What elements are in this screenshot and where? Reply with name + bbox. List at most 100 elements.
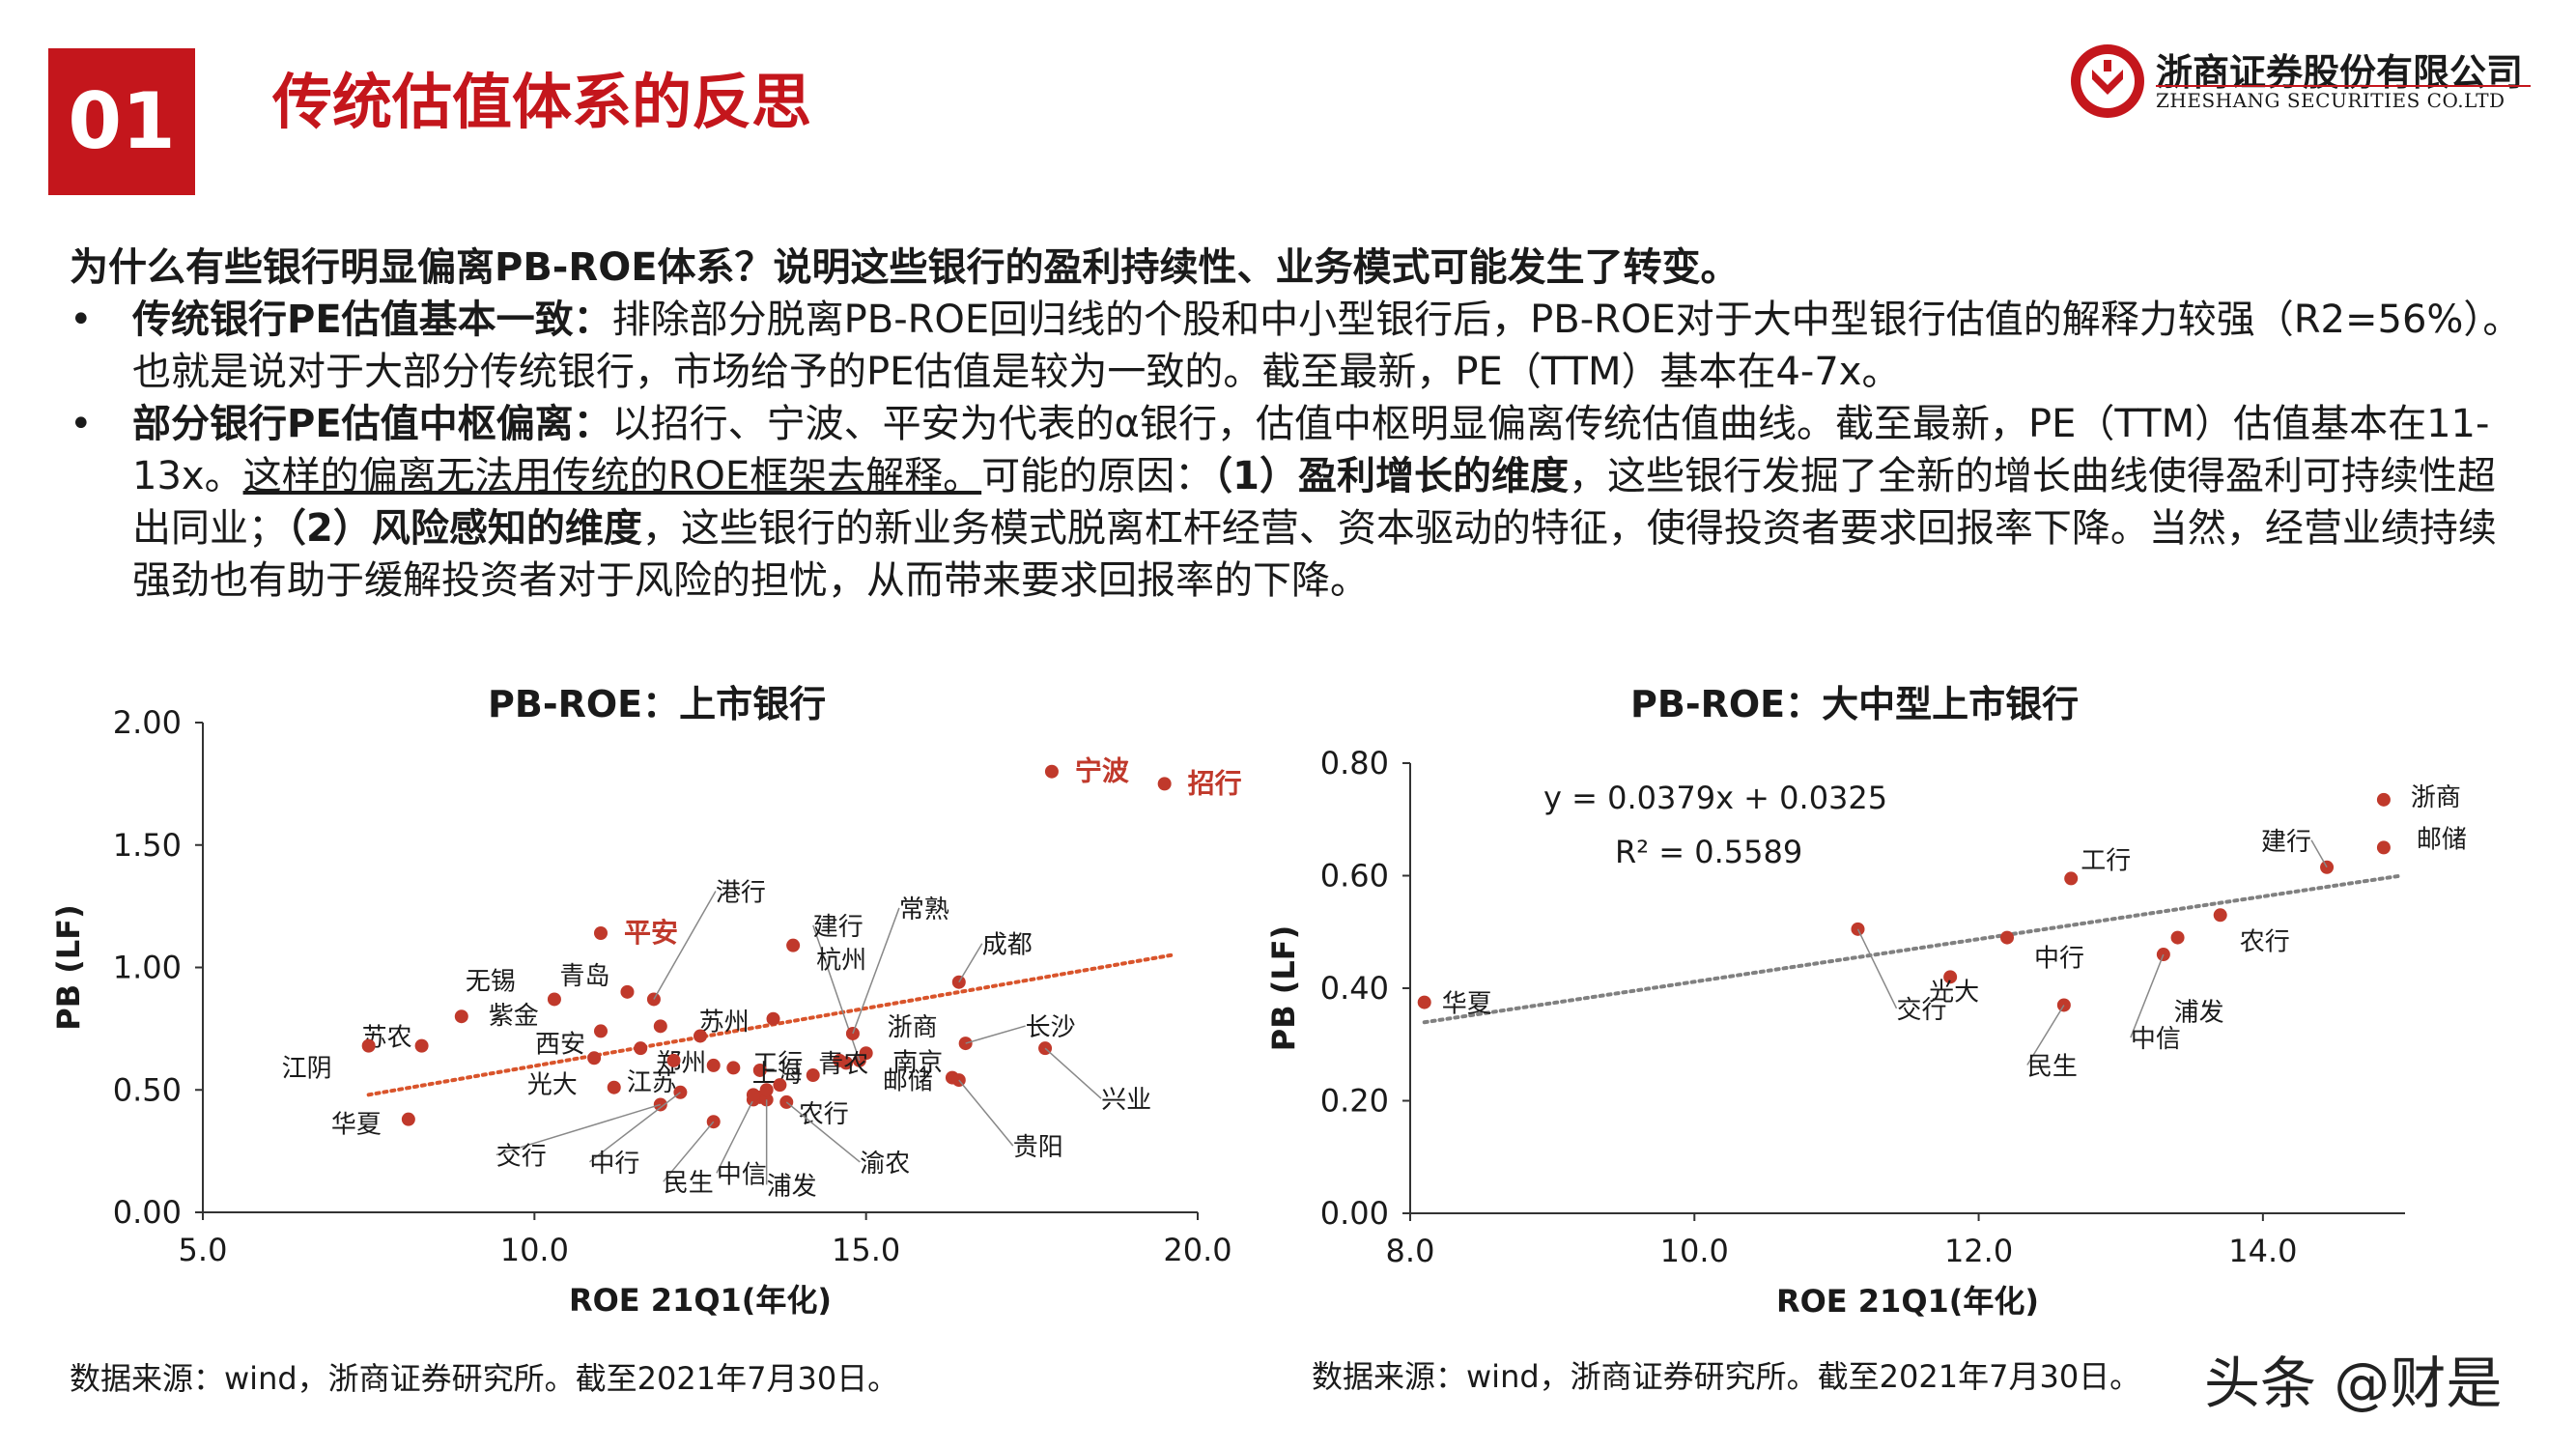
y-axis-label: PB (LF) bbox=[50, 904, 87, 1030]
data-point bbox=[454, 1009, 468, 1024]
company-name-en: ZHESHANG SECURITIES CO.LTD bbox=[2156, 89, 2505, 112]
watermark-text: 头条 @财是 bbox=[2204, 1350, 2503, 1416]
point-label: 苏州 bbox=[699, 1008, 750, 1037]
data-point bbox=[766, 1011, 780, 1026]
point-label: 建行 bbox=[813, 913, 863, 942]
leader-line bbox=[1856, 928, 1898, 1009]
point-label: 西安 bbox=[535, 1030, 585, 1059]
point-label: 工行 bbox=[2081, 846, 2131, 875]
data-point bbox=[361, 1038, 376, 1053]
bullet-1-heading: 传统银行PE估值基本一致： bbox=[132, 298, 612, 342]
leader-line bbox=[2130, 953, 2165, 1038]
leader-line bbox=[965, 1025, 1026, 1044]
data-point bbox=[1943, 970, 1958, 984]
bullet-2-bold-2: （1）盈利增长的维度 bbox=[1213, 454, 1569, 498]
data-point bbox=[1157, 777, 1172, 791]
bullet-2-text-2: 可能的原因： bbox=[981, 454, 1214, 498]
data-point bbox=[401, 1112, 415, 1126]
x-axis-label: ROE 21Q1(年化) bbox=[1776, 1283, 2039, 1320]
leader-line bbox=[653, 891, 717, 1000]
left-chart-source: 数据来源：wind，浙商证券研究所。截至2021年7月30日。 bbox=[70, 1360, 899, 1397]
body-text: 为什么有些银行明显偏离PB-ROE体系？说明这些银行的盈利持续性、业务模式可能发… bbox=[70, 242, 2523, 607]
data-point bbox=[2213, 908, 2227, 923]
right-scatter-chart: 8.0 10.0 12.0 14.0 0.00 0.20 0.40 0.60 0.80 ROE 2… bbox=[1265, 745, 2467, 1320]
point-label: 常熟 bbox=[899, 895, 949, 924]
data-point bbox=[547, 992, 561, 1007]
data-point bbox=[706, 1058, 721, 1072]
point-label: 浦发 bbox=[2174, 999, 2224, 1028]
page-title: 传统估值体系的反思 bbox=[272, 67, 812, 137]
y-tick-label: 2.00 bbox=[113, 704, 182, 741]
data-point bbox=[414, 1038, 429, 1053]
data-point bbox=[634, 1041, 648, 1056]
question-line: 为什么有些银行明显偏离PB-ROE体系？说明这些银行的盈利持续性、业务模式可能发… bbox=[70, 245, 1740, 290]
right-chart-title: PB-ROE：大中型上市银行 bbox=[1630, 683, 2080, 725]
point-label: 邮储 bbox=[883, 1067, 933, 1096]
data-point bbox=[2376, 840, 2391, 855]
point-label: 农行 bbox=[2240, 927, 2290, 956]
data-point bbox=[726, 1061, 741, 1075]
point-label: 兴业 bbox=[1101, 1086, 1151, 1115]
bullet-2: • 部分银行PE估值中枢偏离：以招行、宁波、平安为代表的α银行，估值中枢明显偏离… bbox=[70, 398, 2523, 607]
regression-equation: y = 0.0379x + 0.0325 bbox=[1543, 780, 1887, 816]
leader-line bbox=[958, 943, 983, 983]
data-point bbox=[1417, 995, 1431, 1009]
y-axis-label: PB (LF) bbox=[1265, 925, 1302, 1051]
x-tick-label: 14.0 bbox=[2228, 1233, 2297, 1269]
data-point bbox=[773, 1078, 787, 1093]
bullet-dot: • bbox=[70, 402, 93, 446]
bullet-2-bold-3: （2）风险感知的维度 bbox=[287, 506, 642, 551]
zheshang-logo-icon bbox=[2071, 44, 2144, 118]
leader-line bbox=[852, 907, 900, 1035]
point-label: 杭州 bbox=[816, 947, 866, 976]
y-tick-label: 1.50 bbox=[113, 827, 182, 864]
point-label: 农行 bbox=[799, 1100, 849, 1129]
data-point bbox=[594, 926, 608, 941]
y-tick-label: 0.00 bbox=[113, 1194, 182, 1231]
point-label: 华夏 bbox=[331, 1111, 382, 1140]
point-label: 紫金 bbox=[489, 1002, 539, 1031]
bullet-2-text-1: 以招行、宁波、平安为代表的α银行，估值中枢明显偏离传统估值曲线。截至最新，PE（… bbox=[132, 402, 2490, 498]
point-label: 民生 bbox=[2027, 1052, 2078, 1081]
data-point bbox=[587, 1051, 602, 1065]
data-point bbox=[2064, 871, 2079, 886]
x-tick-label: 20.0 bbox=[1163, 1232, 1231, 1268]
data-point bbox=[594, 1024, 608, 1038]
section-number-box: 01 bbox=[48, 48, 195, 195]
point-label: 港行 bbox=[716, 878, 766, 907]
point-label: 浦发 bbox=[767, 1172, 817, 1201]
point-label: 光大 bbox=[527, 1071, 578, 1100]
company-logo: 浙商证券股份有限公司 ZHESHANG SECURITIES CO.LTD bbox=[2067, 39, 2531, 126]
y-tick-label: 0.40 bbox=[1320, 970, 1389, 1007]
data-point bbox=[2376, 792, 2391, 807]
bullet-2-text-3: ，这些银行发掘了全新的增长曲线使得盈利可持续性超出同业； bbox=[132, 454, 2496, 551]
leader-line bbox=[495, 1103, 662, 1156]
leader-line bbox=[785, 1101, 861, 1163]
point-label: 浙商 bbox=[888, 1013, 938, 1042]
data-point bbox=[833, 1053, 847, 1067]
x-tick-label: 8.0 bbox=[1386, 1233, 1435, 1269]
point-label: 平安 bbox=[624, 917, 678, 949]
point-label: 渝农 bbox=[860, 1150, 910, 1179]
point-label: 贵阳 bbox=[1013, 1133, 1063, 1162]
data-point bbox=[786, 938, 801, 952]
bullet-dot: • bbox=[70, 298, 93, 342]
x-tick-label: 10.0 bbox=[500, 1232, 569, 1268]
point-label: 江阴 bbox=[282, 1055, 332, 1084]
data-point bbox=[746, 1088, 760, 1102]
point-label: 宁波 bbox=[1075, 755, 1130, 787]
point-label: 建行 bbox=[2261, 828, 2311, 857]
bullet-2-heading: 部分银行PE估值中枢偏离： bbox=[132, 402, 612, 446]
data-point bbox=[2000, 930, 2014, 945]
leader-line bbox=[2026, 1005, 2065, 1065]
data-point bbox=[2056, 998, 2071, 1012]
bullet-1-text: 排除部分脱离PB-ROE回归线的个股和中小型银行后，PB-ROE对于大中型银行估… bbox=[132, 298, 2522, 394]
data-point bbox=[620, 984, 635, 999]
point-label: 中信 bbox=[2131, 1025, 2181, 1054]
data-point bbox=[666, 1053, 681, 1067]
point-label: 民生 bbox=[664, 1169, 714, 1198]
point-label: 郑州 bbox=[656, 1049, 706, 1078]
point-label: 交行 bbox=[496, 1142, 547, 1171]
point-label: 交行 bbox=[1897, 996, 1947, 1025]
data-point bbox=[694, 1029, 707, 1043]
